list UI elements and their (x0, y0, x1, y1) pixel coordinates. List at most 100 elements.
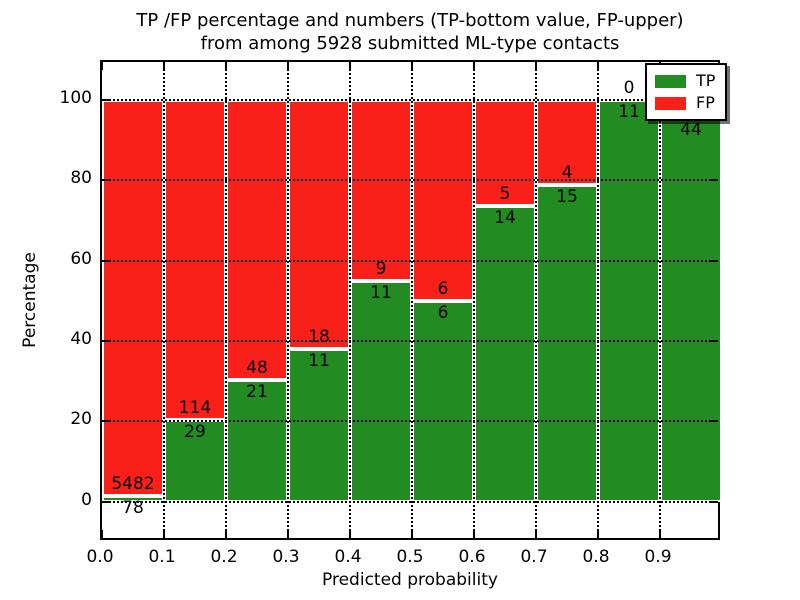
y-tick-label: 80 (70, 168, 92, 189)
x-tick-label: 0.8 (582, 547, 610, 567)
v-gridline (473, 62, 475, 538)
h-gridline (102, 179, 718, 182)
v-gridline (659, 62, 661, 538)
x-tick-label: 0.3 (272, 547, 300, 567)
y-tick-right (710, 259, 718, 262)
y-tick-label: 100 (59, 88, 92, 109)
x-tick-bottom (163, 530, 165, 538)
x-tick-top (535, 62, 537, 70)
legend: TP FP (645, 63, 728, 121)
y-tick-left (102, 179, 110, 182)
fp-bar-segment (536, 100, 598, 185)
legend-entry-label: FP (696, 93, 715, 112)
plot-area: 548278114294821181191166514415011244 (100, 60, 722, 540)
v-gridline (411, 62, 413, 538)
x-tick-bottom (597, 530, 599, 538)
x-tick-bottom (225, 530, 227, 538)
h-gridline (102, 259, 718, 262)
x-tick-top (225, 62, 227, 70)
tp-count-label: 11 (370, 282, 392, 303)
tp-bar-segment (350, 280, 412, 502)
x-tick-top (101, 62, 103, 70)
fp-count-label: 9 (375, 258, 387, 279)
x-tick-bottom (101, 530, 103, 538)
x-tick-top (163, 62, 165, 70)
v-gridline (225, 62, 227, 538)
tp-count-label: 29 (184, 422, 206, 443)
fp-bar-segment (350, 100, 412, 281)
tp-count-label: 44 (680, 119, 702, 140)
y-tick-left (102, 99, 110, 102)
x-tick-label: 0.5 (396, 547, 424, 567)
y-axis-label: Percentage (20, 252, 40, 348)
fp-count-label: 114 (178, 398, 212, 419)
tp-count-label: 6 (437, 302, 449, 323)
x-tick-label: 0.4 (334, 547, 362, 567)
x-tick-top (411, 62, 413, 70)
y-tick-label: 40 (70, 329, 92, 350)
fp-bar-segment (288, 100, 350, 350)
h-gridline (102, 420, 718, 423)
chart-title: TP /FP percentage and numbers (TP-bottom… (100, 9, 720, 55)
fp-count-label: 5482 (111, 474, 155, 495)
chart-title-line1: TP /FP percentage and numbers (TP-bottom… (136, 10, 684, 31)
y-tick-right (710, 420, 718, 423)
fp-bar-segment (102, 100, 164, 497)
fp-count-label: 18 (308, 327, 330, 348)
x-tick-bottom (411, 530, 413, 538)
y-tick-left (102, 420, 110, 423)
y-tick-left (102, 500, 110, 503)
y-tick-right (710, 500, 718, 503)
legend-entry-label: TP (696, 71, 716, 90)
v-gridline (535, 62, 537, 538)
fp-bar-segment (412, 100, 474, 301)
tp-bar-segment (660, 117, 722, 502)
x-tick-top (287, 62, 289, 70)
fp-bar-segment (474, 100, 536, 206)
y-tick-right (710, 179, 718, 182)
tp-count-label: 78 (122, 498, 144, 519)
x-tick-bottom (473, 530, 475, 538)
tp-count-label: 11 (618, 102, 640, 123)
tp-bar-segment (288, 349, 350, 502)
fp-count-label: 4 (561, 162, 573, 183)
v-gridline (287, 62, 289, 538)
x-tick-bottom (287, 530, 289, 538)
x-tick-bottom (535, 530, 537, 538)
chart-title-line2: from among 5928 submitted ML-type contac… (200, 33, 620, 54)
x-tick-top (473, 62, 475, 70)
v-gridline (163, 62, 165, 538)
x-tick-label: 0.7 (520, 547, 548, 567)
tp-count-label: 21 (246, 381, 268, 402)
v-gridline (597, 62, 599, 538)
h-gridline (102, 340, 718, 343)
fp-legend-swatch (655, 96, 686, 110)
y-tick-left (102, 340, 110, 343)
x-tick-label: 0.2 (210, 547, 238, 567)
legend-entry: TP (655, 70, 715, 92)
v-gridline (349, 62, 351, 538)
tp-bar-segment (412, 300, 474, 502)
y-tick-label: 60 (70, 248, 92, 269)
x-tick-label: 0.6 (458, 547, 486, 567)
y-tick-right (710, 340, 718, 343)
tp-bar-segment (226, 379, 288, 502)
tp-bar-segment (598, 100, 660, 502)
legend-entry: FP (655, 92, 715, 114)
x-tick-label: 0.1 (148, 547, 176, 567)
y-tick-label: 0 (81, 489, 92, 510)
tp-count-label: 15 (556, 186, 578, 207)
tp-bar-segment (164, 420, 226, 502)
fp-count-label: 6 (437, 278, 449, 299)
fp-count-label: 0 (623, 78, 635, 99)
tp-legend-swatch (655, 74, 686, 88)
tp-bar-segment (102, 496, 164, 502)
x-axis-label: Predicted probability (322, 570, 498, 590)
fp-count-label: 48 (246, 357, 268, 378)
x-tick-top (597, 62, 599, 70)
x-tick-label: 0.9 (644, 547, 672, 567)
tp-count-label: 11 (308, 351, 330, 372)
x-tick-bottom (349, 530, 351, 538)
h-gridline (102, 99, 718, 102)
